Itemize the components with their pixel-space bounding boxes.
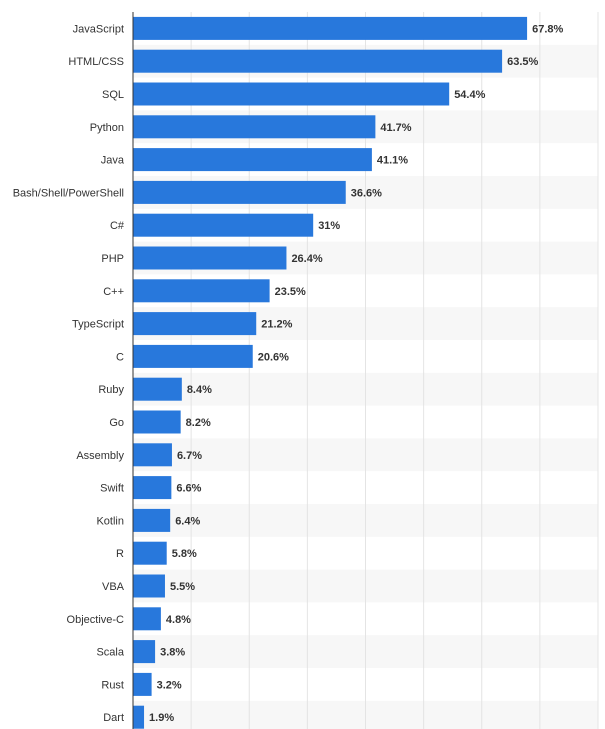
category-label: Objective-C — [67, 614, 125, 626]
bar — [133, 213, 314, 237]
bar — [133, 574, 165, 598]
bar — [133, 312, 257, 336]
data-label: 21.2% — [261, 319, 292, 331]
category-label: Scala — [96, 647, 124, 659]
category-label: Ruby — [98, 384, 124, 396]
data-label: 3.8% — [160, 647, 185, 659]
category-label: PHP — [101, 253, 124, 265]
data-label: 8.2% — [186, 417, 211, 429]
bar — [133, 82, 450, 106]
bar — [133, 180, 346, 204]
category-label: Java — [101, 155, 125, 167]
category-label: TypeScript — [72, 319, 124, 331]
data-label: 63.5% — [507, 56, 538, 68]
data-label: 4.8% — [166, 614, 191, 626]
bar — [133, 541, 167, 565]
bar — [133, 49, 503, 73]
data-label: 36.6% — [351, 187, 382, 199]
bar — [133, 115, 376, 139]
category-label: HTML/CSS — [68, 56, 124, 68]
category-label: C# — [110, 220, 125, 232]
category-label: Go — [109, 417, 124, 429]
bar — [133, 672, 152, 696]
data-label: 54.4% — [454, 89, 485, 101]
category-label: Kotlin — [96, 515, 124, 527]
category-label: Dart — [103, 712, 124, 724]
bar — [133, 640, 156, 664]
data-label: 20.6% — [258, 351, 289, 363]
bar — [133, 607, 161, 631]
data-label: 6.4% — [175, 515, 200, 527]
data-label: 26.4% — [291, 253, 322, 265]
data-label: 5.5% — [170, 581, 195, 593]
bar — [133, 476, 172, 500]
bar — [133, 148, 372, 172]
category-label: JavaScript — [73, 23, 124, 35]
category-label: R — [116, 548, 124, 560]
category-label: Bash/Shell/PowerShell — [13, 187, 124, 199]
bar — [133, 377, 182, 401]
category-label: SQL — [102, 89, 124, 101]
bar — [133, 410, 181, 434]
bar — [133, 508, 171, 532]
category-label: Rust — [101, 679, 124, 691]
data-label: 31% — [318, 220, 340, 232]
data-label: 3.2% — [157, 679, 182, 691]
category-label: Python — [90, 122, 124, 134]
bar — [133, 344, 253, 368]
data-label: 6.6% — [176, 483, 201, 495]
bar — [133, 705, 145, 729]
data-label: 6.7% — [177, 450, 202, 462]
bar — [133, 443, 172, 467]
category-label: C — [116, 351, 124, 363]
category-label: Assembly — [76, 450, 124, 462]
category-label: Swift — [100, 483, 124, 495]
data-label: 1.9% — [149, 712, 174, 724]
bar — [133, 279, 270, 303]
bar — [133, 16, 528, 40]
category-label: VBA — [102, 581, 125, 593]
bar — [133, 246, 287, 270]
data-label: 67.8% — [532, 23, 563, 35]
data-label: 5.8% — [172, 548, 197, 560]
data-label: 41.7% — [380, 122, 411, 134]
category-label: C++ — [103, 286, 124, 298]
data-label: 23.5% — [275, 286, 306, 298]
data-label: 41.1% — [377, 155, 408, 167]
data-label: 8.4% — [187, 384, 212, 396]
